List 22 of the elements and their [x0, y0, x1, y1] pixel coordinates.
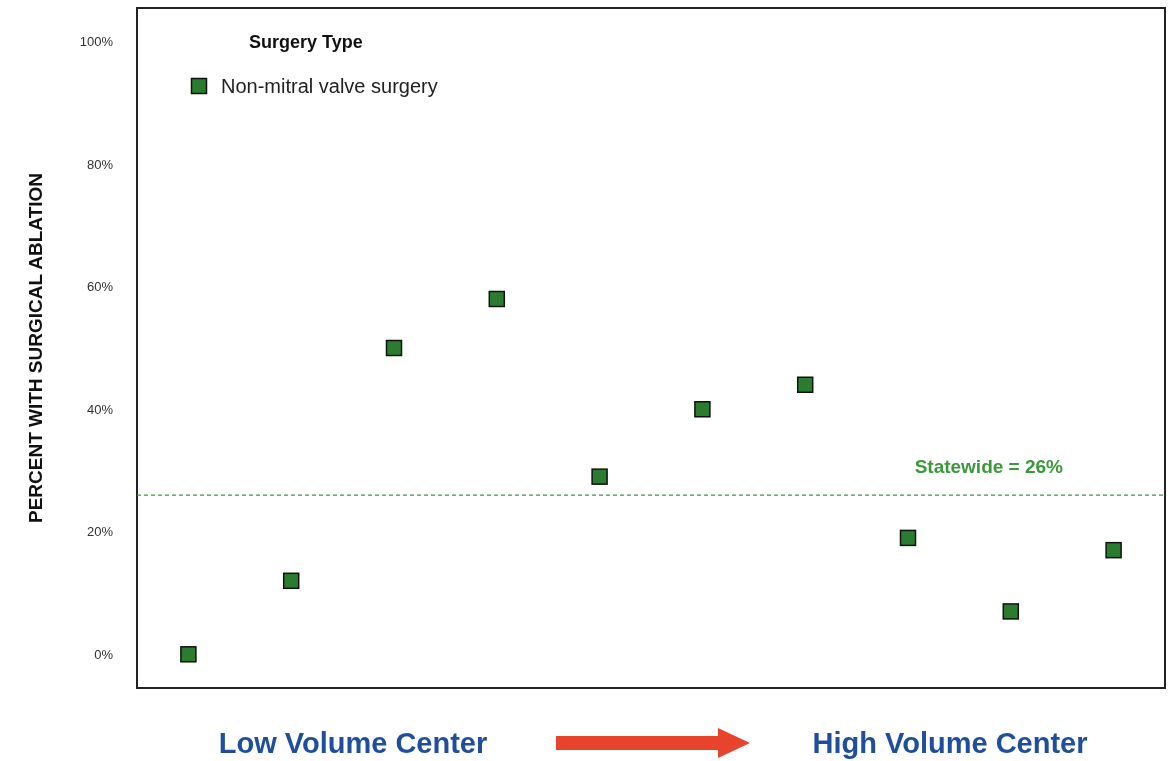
point	[796, 376, 814, 394]
text: Low Volume Center	[218, 727, 488, 760]
point	[180, 646, 197, 663]
point	[591, 468, 608, 485]
point	[899, 529, 917, 547]
ref-line-label: Statewide = 26%	[914, 456, 1064, 478]
point	[1105, 541, 1122, 559]
y-tick-label: 100%	[79, 34, 114, 50]
legend-label: Non-mitral valve surgery	[221, 75, 438, 97]
y-tick-label: 0%	[94, 646, 114, 662]
y-tick-label: 60%	[86, 279, 114, 295]
text: High Volume Center	[812, 727, 1088, 760]
y-tick-label: 80%	[86, 156, 114, 172]
legend-title: Surgery Type	[249, 32, 363, 52]
point	[1002, 603, 1020, 620]
y-tick-label: 40%	[86, 401, 114, 417]
point	[385, 339, 403, 357]
point	[488, 290, 506, 308]
y-tick-label: 20%	[86, 524, 114, 540]
point	[694, 401, 711, 418]
point	[282, 572, 300, 590]
y-axis-title: PERCENT WITH SURGICAL ABLATION	[25, 172, 46, 524]
